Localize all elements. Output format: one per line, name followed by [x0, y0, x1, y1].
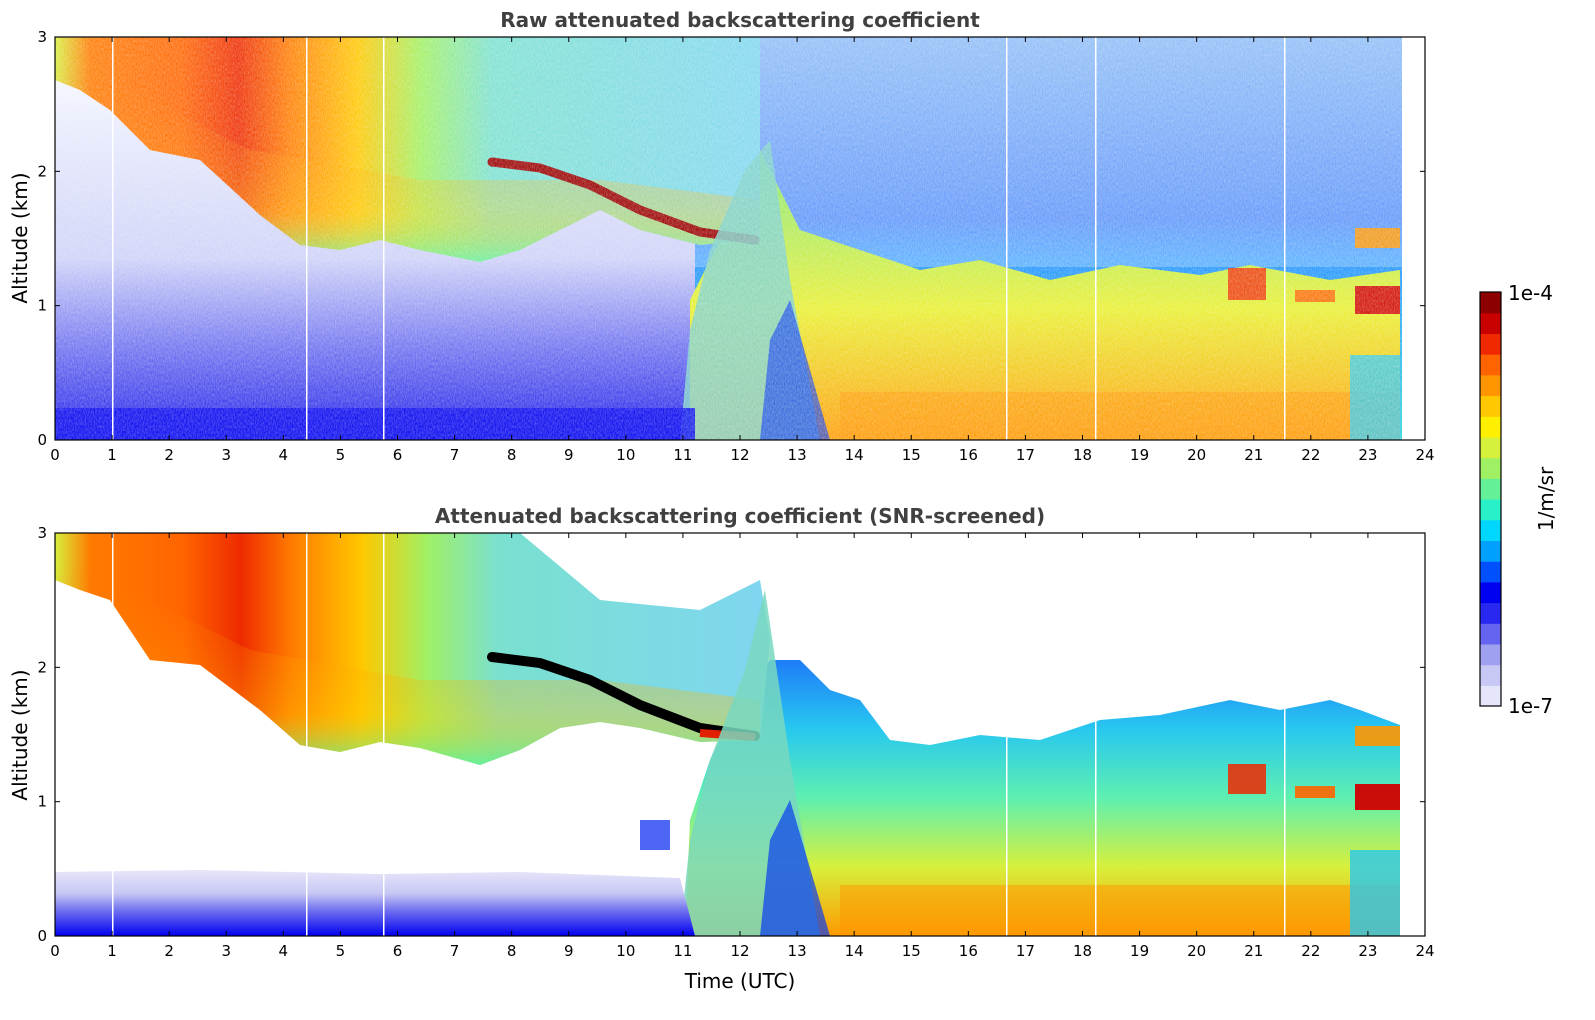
colorbar-swatch [1480, 416, 1501, 438]
x-tick-label: 20 [1187, 942, 1206, 960]
x-tick-label: 10 [616, 942, 635, 960]
x-tick-label: 15 [902, 942, 921, 960]
x-tick-label: 7 [450, 446, 460, 464]
x-tick-label: 6 [393, 942, 403, 960]
colorbar-swatch [1480, 540, 1501, 562]
x-tick-label: 12 [730, 446, 749, 464]
x-tick-label: 19 [1130, 446, 1149, 464]
x-tick-label: 6 [393, 446, 403, 464]
screened-y-axis-label: Altitude (km) [8, 669, 32, 800]
colorbar-swatches [1480, 292, 1501, 707]
x-tick-label: 23 [1358, 942, 1377, 960]
x-tick-label: 14 [845, 446, 864, 464]
y-tick-label: 1 [37, 297, 47, 315]
screened-backscatter-panel: Attenuated backscattering coefficient (S… [37, 504, 1434, 993]
colorbar-swatch [1480, 519, 1501, 541]
x-tick-label: 0 [50, 446, 60, 464]
x-tick-label: 17 [1016, 942, 1035, 960]
x-tick-label: 12 [730, 942, 749, 960]
colorbar-swatch [1480, 436, 1501, 459]
colorbar-swatch [1480, 457, 1501, 479]
colorbar-swatch [1480, 395, 1501, 417]
raw-axes: 0 1 2 3 4 5 6 7 8 9 10 11 12 13 14 15 16 17 18 19 20 21 22 23 24… [37, 28, 1434, 464]
x-tick-label: 16 [959, 942, 978, 960]
x-tick-label: 4 [279, 942, 289, 960]
x-tick-label: 18 [1073, 942, 1092, 960]
screened-axes: 0 1 2 3 4 5 6 7 8 9 10 11 12 13 14 15 16 17 18 19 20 21 22 23 24… [37, 524, 1434, 960]
x-tick-label: 1 [107, 942, 117, 960]
colorbar-swatch [1480, 292, 1501, 314]
y-tick-label: 0 [37, 431, 47, 449]
x-tick-label: 21 [1244, 446, 1263, 464]
x-tick-label: 22 [1301, 446, 1320, 464]
colorbar: 1e-4 1e-7 1/m/sr [1479, 281, 1558, 718]
x-tick-label: 24 [1415, 942, 1434, 960]
raw-heatmap-image [55, 37, 1425, 440]
x-tick-label: 22 [1301, 942, 1320, 960]
x-tick-label: 17 [1016, 446, 1035, 464]
x-tick-label: 21 [1244, 942, 1263, 960]
x-tick-label: 8 [507, 942, 517, 960]
colorbar-swatch [1480, 478, 1501, 500]
colorbar-swatch [1480, 333, 1501, 355]
x-tick-label: 11 [673, 942, 692, 960]
colorbar-swatch [1480, 685, 1501, 707]
x-tick-label: 5 [336, 446, 346, 464]
x-tick-label: 3 [221, 446, 231, 464]
raw-backscatter-panel: Raw attenuated backscattering coefficien… [37, 8, 1434, 464]
x-tick-label: 10 [616, 446, 635, 464]
x-tick-label: 4 [279, 446, 289, 464]
y-tick-label: 1 [37, 793, 47, 811]
x-tick-label: 8 [507, 446, 517, 464]
y-tick-label: 2 [37, 162, 47, 180]
colorbar-swatch [1480, 354, 1501, 376]
colorbar-swatch [1480, 602, 1501, 624]
colorbar-swatch [1480, 581, 1501, 604]
colorbar-min-label: 1e-7 [1508, 694, 1553, 718]
x-tick-label: 5 [336, 942, 346, 960]
x-tick-label: 13 [788, 446, 807, 464]
x-tick-label: 9 [564, 446, 574, 464]
colorbar-swatch [1480, 623, 1501, 645]
x-tick-label: 13 [788, 942, 807, 960]
x-axis-label: Time (UTC) [684, 969, 796, 993]
x-tick-label: 11 [673, 446, 692, 464]
y-tick-label: 3 [37, 524, 47, 542]
x-tick-label: 0 [50, 942, 60, 960]
screened-panel-title: Attenuated backscattering coefficient (S… [435, 504, 1045, 528]
x-tick-label: 1 [107, 446, 117, 464]
colorbar-swatch [1480, 561, 1501, 583]
x-tick-label: 14 [845, 942, 864, 960]
colorbar-swatch [1480, 664, 1501, 686]
x-tick-label: 24 [1415, 446, 1434, 464]
x-tick-label: 19 [1130, 942, 1149, 960]
x-tick-label: 15 [902, 446, 921, 464]
y-tick-label: 2 [37, 658, 47, 676]
x-tick-label: 2 [164, 942, 174, 960]
raw-y-axis-label: Altitude (km) [8, 172, 32, 303]
x-tick-label: 16 [959, 446, 978, 464]
x-tick-label: 9 [564, 942, 574, 960]
x-tick-label: 3 [221, 942, 231, 960]
raw-panel-title: Raw attenuated backscattering coefficien… [500, 8, 980, 32]
colorbar-swatch [1480, 643, 1501, 666]
colorbar-swatch [1480, 312, 1501, 334]
y-tick-label: 3 [37, 28, 47, 46]
colorbar-swatch [1480, 374, 1501, 397]
screened-heatmap-image [55, 533, 1425, 936]
y-tick-label: 0 [37, 927, 47, 945]
colorbar-frame [1479, 291, 1502, 707]
x-tick-label: 18 [1073, 446, 1092, 464]
colorbar-max-label: 1e-4 [1508, 281, 1553, 305]
x-tick-label: 23 [1358, 446, 1377, 464]
colorbar-unit-label: 1/m/sr [1534, 466, 1558, 531]
x-tick-label: 2 [164, 446, 174, 464]
x-tick-label: 7 [450, 942, 460, 960]
x-tick-label: 20 [1187, 446, 1206, 464]
colorbar-swatch [1480, 499, 1501, 521]
